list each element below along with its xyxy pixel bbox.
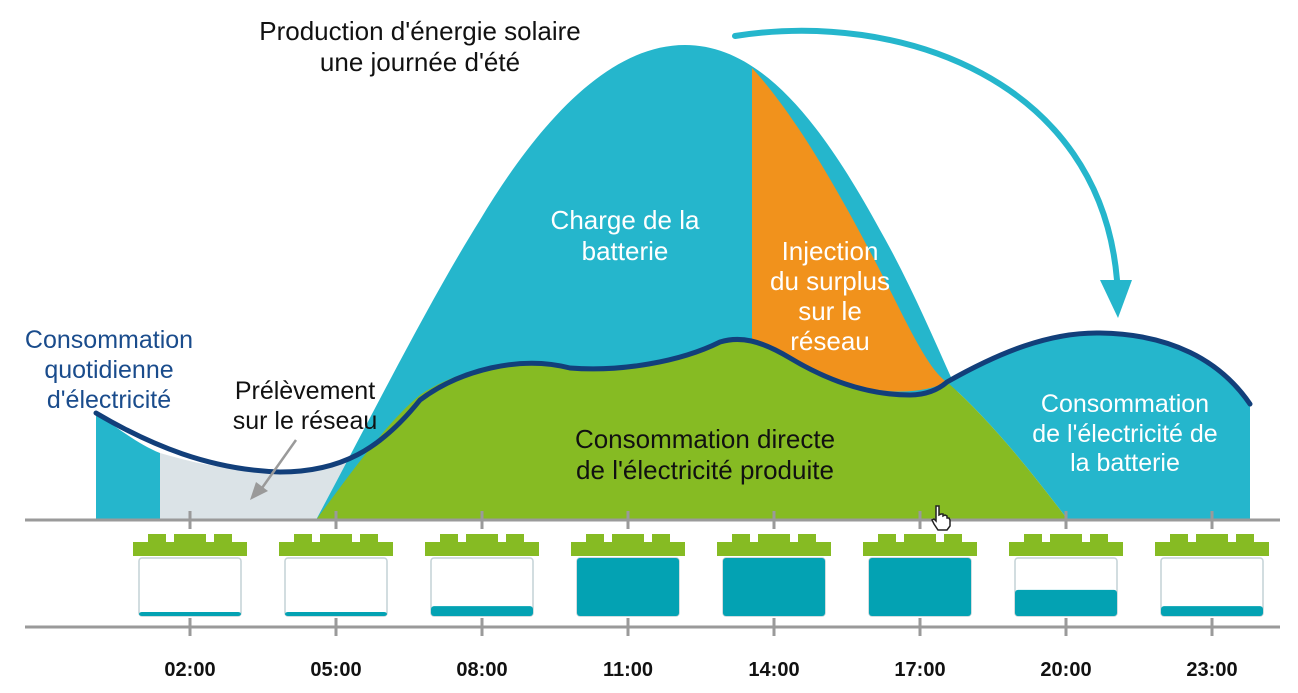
grid-draw-label: Prélèvement sur le réseau bbox=[205, 376, 405, 436]
battery-icon bbox=[717, 534, 831, 617]
battery-level-fill bbox=[869, 558, 971, 616]
surplus-line-4: réseau bbox=[790, 325, 870, 356]
surplus-injection-label: Injection du surplus sur le réseau bbox=[740, 236, 920, 357]
battery-icon bbox=[425, 534, 539, 617]
title-line-1: Production d'énergie solaire bbox=[259, 16, 581, 46]
daily-consumption-line-1: Consommation bbox=[24, 326, 194, 354]
battery-icon bbox=[279, 534, 393, 617]
battery-icon bbox=[571, 534, 685, 617]
battery-row bbox=[133, 534, 1269, 617]
curved-arrow-icon bbox=[732, 27, 1132, 318]
battery-consumption-label: Consommation de l'électricité de la batt… bbox=[1010, 390, 1240, 479]
daily-consumption-line-2: quotidienne bbox=[44, 356, 174, 384]
time-label: 14:00 bbox=[748, 659, 799, 681]
battery-charge-line-2: batterie bbox=[581, 236, 669, 267]
battery-level-fill bbox=[1015, 589, 1117, 616]
surplus-line-2: du surplus bbox=[770, 265, 890, 296]
daily-consumption-line-3: d'électricité bbox=[46, 386, 172, 414]
daily-consumption-label: Consommation quotidienne d'électricité bbox=[4, 325, 214, 415]
title-line-2: une journée d'été bbox=[319, 47, 521, 78]
battery-level-fill bbox=[577, 558, 679, 616]
direct-consumption-line-2: de l'électricité produite bbox=[576, 455, 834, 486]
time-label: 08:00 bbox=[456, 659, 507, 681]
battery-icon bbox=[1009, 534, 1123, 617]
grid-draw-line-1: Prélèvement bbox=[234, 377, 376, 405]
battery-icon bbox=[133, 534, 247, 617]
battery-consumption-line-3: la batterie bbox=[1070, 449, 1180, 477]
direct-consumption-line-1: Consommation directe bbox=[574, 424, 836, 454]
time-labels: 02:00 05:00 08:00 11:00 14:00 17:00 20:00 23:00 bbox=[164, 659, 1237, 681]
time-label: 20:00 bbox=[1040, 659, 1091, 681]
battery-level-fill bbox=[1161, 606, 1263, 616]
battery-icon bbox=[1155, 534, 1269, 617]
battery-charge-label: Charge de la batterie bbox=[520, 205, 730, 267]
time-label: 23:00 bbox=[1186, 659, 1237, 681]
time-label: 05:00 bbox=[310, 659, 361, 681]
battery-level-fill bbox=[285, 612, 387, 616]
battery-icon bbox=[863, 534, 977, 617]
left-battery-strip bbox=[96, 413, 160, 520]
time-label: 17:00 bbox=[894, 659, 945, 681]
battery-consumption-line-2: de l'électricité de bbox=[1032, 419, 1218, 448]
direct-consumption-area bbox=[316, 339, 1068, 520]
grid-draw-line-2: sur le réseau bbox=[232, 407, 378, 435]
surplus-line-3: sur le bbox=[798, 295, 862, 326]
surplus-line-1: Injection bbox=[781, 236, 879, 266]
time-label: 02:00 bbox=[164, 659, 215, 681]
surplus-injection-area bbox=[752, 68, 947, 392]
hand-cursor-icon bbox=[930, 505, 951, 531]
battery-consumption-line-1: Consommation bbox=[1040, 390, 1210, 418]
upper-axis-ticks bbox=[188, 511, 1214, 529]
grid-draw-pointer-icon bbox=[250, 439, 298, 500]
direct-consumption-label: Consommation directe de l'électricité pr… bbox=[520, 424, 890, 486]
daily-consumption-curve bbox=[93, 330, 1253, 475]
battery-level-fill bbox=[139, 612, 241, 616]
battery-level-fill bbox=[723, 558, 825, 616]
battery-charge-line-1: Charge de la bbox=[550, 205, 700, 235]
time-label: 11:00 bbox=[603, 659, 653, 681]
evening-battery-area bbox=[947, 332, 1250, 520]
lower-axis-ticks bbox=[188, 618, 1214, 636]
battery-level-fill bbox=[431, 606, 533, 616]
chart-title: Production d'énergie solaire une journée… bbox=[200, 16, 640, 78]
